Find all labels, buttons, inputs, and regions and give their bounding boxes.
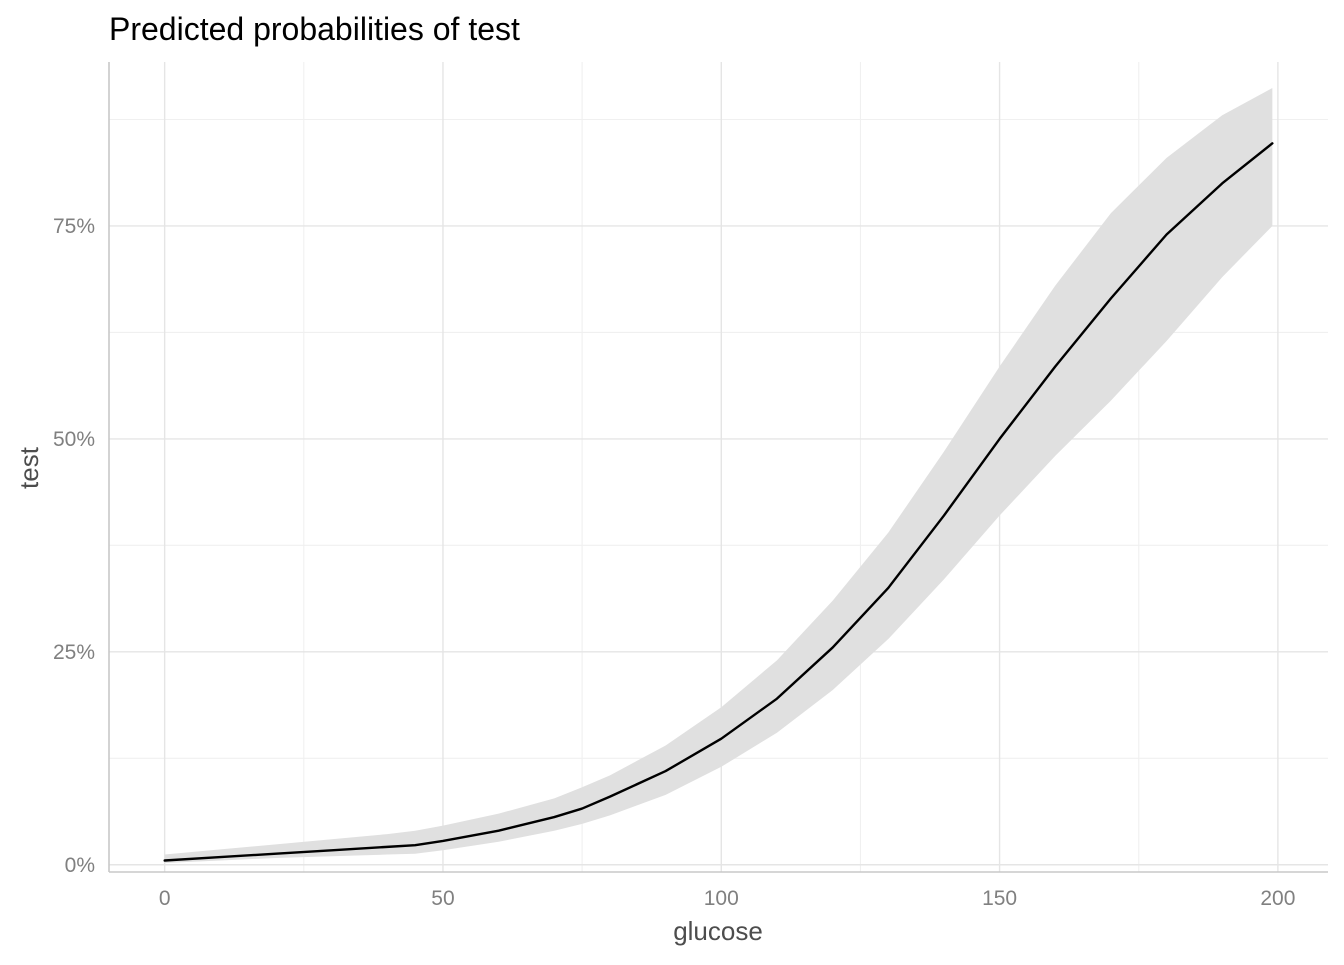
y-tick-label: 50% (53, 428, 95, 451)
y-tick-label: 75% (53, 215, 95, 238)
y-axis-title: test (14, 446, 44, 489)
probability-curve (163, 142, 1274, 862)
y-tick-label: 25% (53, 641, 95, 664)
predicted-probability-line (163, 142, 1274, 862)
tick-labels: 0 50 100 150 200 0% 25% 50% 75% (53, 215, 1295, 910)
chart-title: Predicted probabilities of test (109, 11, 520, 47)
axes (108, 62, 1328, 873)
y-tick-label: 0% (65, 854, 95, 877)
x-tick-label: 50 (431, 887, 454, 910)
x-tick-label: 200 (1260, 887, 1295, 910)
x-axis-title: glucose (673, 916, 763, 946)
confidence-ribbon (164, 87, 1273, 864)
confidence-band (164, 87, 1273, 864)
x-tick-label: 100 (704, 887, 739, 910)
grid-lines (109, 62, 1328, 872)
x-tick-label: 150 (982, 887, 1017, 910)
x-tick-label: 0 (159, 887, 171, 910)
